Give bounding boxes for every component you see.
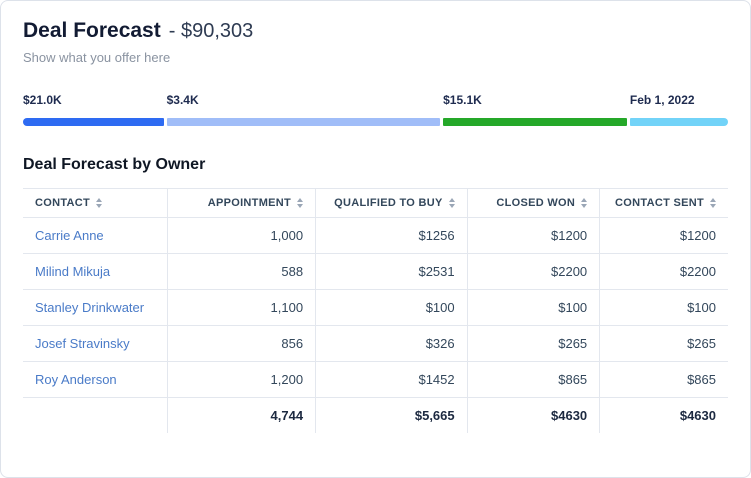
sort-icon[interactable] — [710, 198, 716, 209]
table-row: Josef Stravinsky 856 $326 $265 $265 — [23, 325, 728, 362]
progress-segment — [23, 118, 164, 126]
cell-contact-sent: $2200 — [599, 253, 728, 290]
cell-contact-sent: $865 — [599, 361, 728, 398]
segment-label: $21.0K — [23, 93, 62, 107]
sort-icon[interactable] — [297, 198, 304, 209]
column-header-label: CONTACT — [35, 197, 91, 209]
cell-closed-won: $2200 — [466, 253, 600, 290]
total-amount: - $90,303 — [168, 20, 254, 42]
cell-appointment: 1,200 — [167, 361, 316, 398]
table-row: Stanley Drinkwater 1,100 $100 $100 $100 — [23, 289, 728, 326]
total-qualified-to-buy: $5,665 — [315, 397, 468, 433]
contact-link[interactable]: Milind Mikuja — [35, 264, 111, 279]
progress-bar — [23, 118, 729, 126]
cell-closed-won: $265 — [466, 325, 600, 362]
cell-appointment: 1,000 — [167, 217, 316, 254]
contact-link[interactable]: Stanley Drinkwater — [35, 300, 145, 315]
contact-link[interactable]: Carrie Anne — [35, 228, 104, 243]
cell-contact-sent: $100 — [599, 289, 728, 326]
progress-segment — [629, 118, 729, 126]
column-header-label: CLOSED WON — [496, 197, 576, 209]
page-title: Deal Forecast — [23, 19, 161, 42]
sort-icon[interactable] — [448, 198, 455, 209]
cell-contact-sent: $1200 — [599, 217, 728, 254]
column-header-appointment[interactable]: APPOINTMENT — [167, 188, 316, 218]
cell-closed-won: $1200 — [466, 217, 600, 254]
progress-segment — [166, 118, 441, 126]
page-subtitle: Show what you offer here — [23, 50, 171, 65]
contact-link[interactable]: Josef Stravinsky — [35, 336, 130, 351]
segment-label: $15.1K — [443, 93, 482, 107]
progress-segment — [443, 118, 627, 126]
cell-appointment: 856 — [167, 325, 316, 362]
cell-appointment: 588 — [167, 253, 316, 290]
total-closed-won: $4630 — [466, 397, 600, 433]
column-header-contact-sent[interactable]: CONTACT SENT — [599, 188, 728, 218]
cell-qualified-to-buy: $2531 — [315, 253, 468, 290]
table-title: Deal Forecast by Owner — [23, 156, 206, 173]
table-row: Carrie Anne 1,000 $1256 $1200 $1200 — [23, 217, 728, 254]
cell-closed-won: $100 — [466, 289, 600, 326]
cell-qualified-to-buy: $1256 — [315, 217, 468, 254]
total-appointment: 4,744 — [167, 397, 316, 433]
column-header-closed-won[interactable]: CLOSED WON — [466, 188, 600, 218]
column-header-contact[interactable]: CONTACT — [23, 188, 168, 218]
header: Deal Forecast - $90,303 — [23, 19, 728, 43]
cell-contact-sent: $265 — [599, 325, 728, 362]
segment-labels: $21.0K $3.4K $15.1K Feb 1, 2022 — [23, 93, 728, 107]
contact-link[interactable]: Roy Anderson — [35, 372, 117, 387]
sort-icon[interactable] — [581, 198, 588, 209]
sort-icon[interactable] — [96, 198, 103, 209]
cell-qualified-to-buy: $1452 — [315, 361, 468, 398]
totals-row: 4,744 $5,665 $4630 $4630 — [23, 397, 728, 433]
segment-label: $3.4K — [166, 93, 199, 107]
table-header-row: CONTACT APPOINTMENT QUALIFIED TO BUY CLO… — [23, 188, 728, 218]
cell-closed-won: $865 — [466, 361, 600, 398]
segment-label: Feb 1, 2022 — [629, 93, 695, 107]
table-row: Roy Anderson 1,200 $1452 $865 $865 — [23, 361, 728, 398]
column-header-label: QUALIFIED TO BUY — [334, 197, 443, 209]
totals-empty-cell — [23, 397, 168, 433]
cell-qualified-to-buy: $326 — [315, 325, 468, 362]
cell-appointment: 1,100 — [167, 289, 316, 326]
total-contact-sent: $4630 — [599, 397, 728, 433]
column-header-label: CONTACT SENT — [615, 197, 704, 209]
table-row: Milind Mikuja 588 $2531 $2200 $2200 — [23, 253, 728, 290]
column-header-label: APPOINTMENT — [207, 197, 292, 209]
forecast-progress: $21.0K $3.4K $15.1K Feb 1, 2022 — [23, 93, 729, 126]
column-header-qualified-to-buy[interactable]: QUALIFIED TO BUY — [315, 188, 468, 218]
cell-qualified-to-buy: $100 — [315, 289, 468, 326]
forecast-table: CONTACT APPOINTMENT QUALIFIED TO BUY CLO… — [23, 188, 728, 433]
